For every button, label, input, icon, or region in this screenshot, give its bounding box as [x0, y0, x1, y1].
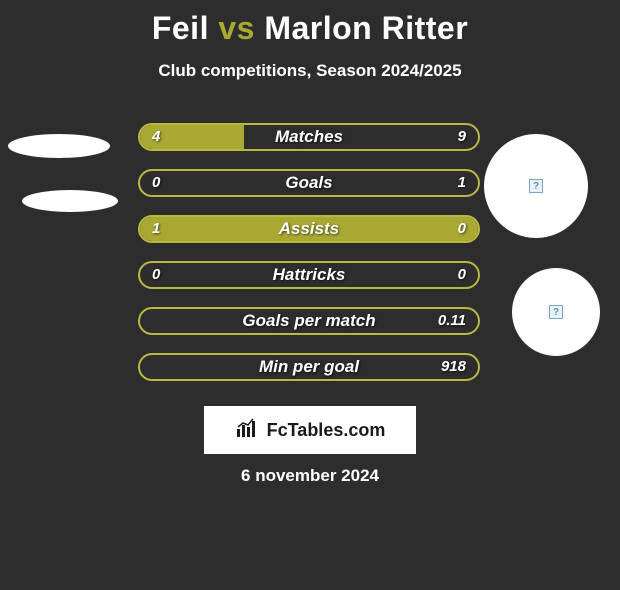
stat-value-right: 1 — [458, 171, 466, 195]
stat-label: Assists — [140, 217, 478, 241]
stat-bar: Min per goal918 — [138, 353, 480, 381]
stat-label: Goals — [140, 171, 478, 195]
brand-chart-icon — [235, 417, 261, 444]
stat-value-right: 0.11 — [438, 309, 466, 333]
stat-value-right: 0 — [458, 263, 466, 287]
stat-bar: Goals per match0.11 — [138, 307, 480, 335]
stat-label: Goals per match — [140, 309, 478, 333]
stat-bar: 4Matches9 — [138, 123, 480, 151]
brand-text: FcTables.com — [267, 420, 386, 441]
stat-bar: 0Goals1 — [138, 169, 480, 197]
brand-box: FcTables.com — [204, 406, 416, 454]
stat-bar: 0Hattricks0 — [138, 261, 480, 289]
stat-value-right: 9 — [458, 125, 466, 149]
stat-value-right: 918 — [441, 355, 466, 379]
player1-name: Feil — [152, 10, 209, 46]
stat-label: Min per goal — [140, 355, 478, 379]
player2-name: Marlon Ritter — [264, 10, 468, 46]
stats-bars-container: 4Matches90Goals11Assists00Hattricks0Goal… — [0, 123, 620, 413]
stat-label: Matches — [140, 125, 478, 149]
stat-bar: 1Assists0 — [138, 215, 480, 243]
stat-label: Hattricks — [140, 263, 478, 287]
subtitle: Club competitions, Season 2024/2025 — [0, 61, 620, 81]
comparison-title: Feil vs Marlon Ritter — [0, 10, 620, 47]
snapshot-date: 6 november 2024 — [0, 466, 620, 486]
stat-value-right: 0 — [458, 217, 466, 241]
vs-separator: vs — [218, 10, 255, 46]
